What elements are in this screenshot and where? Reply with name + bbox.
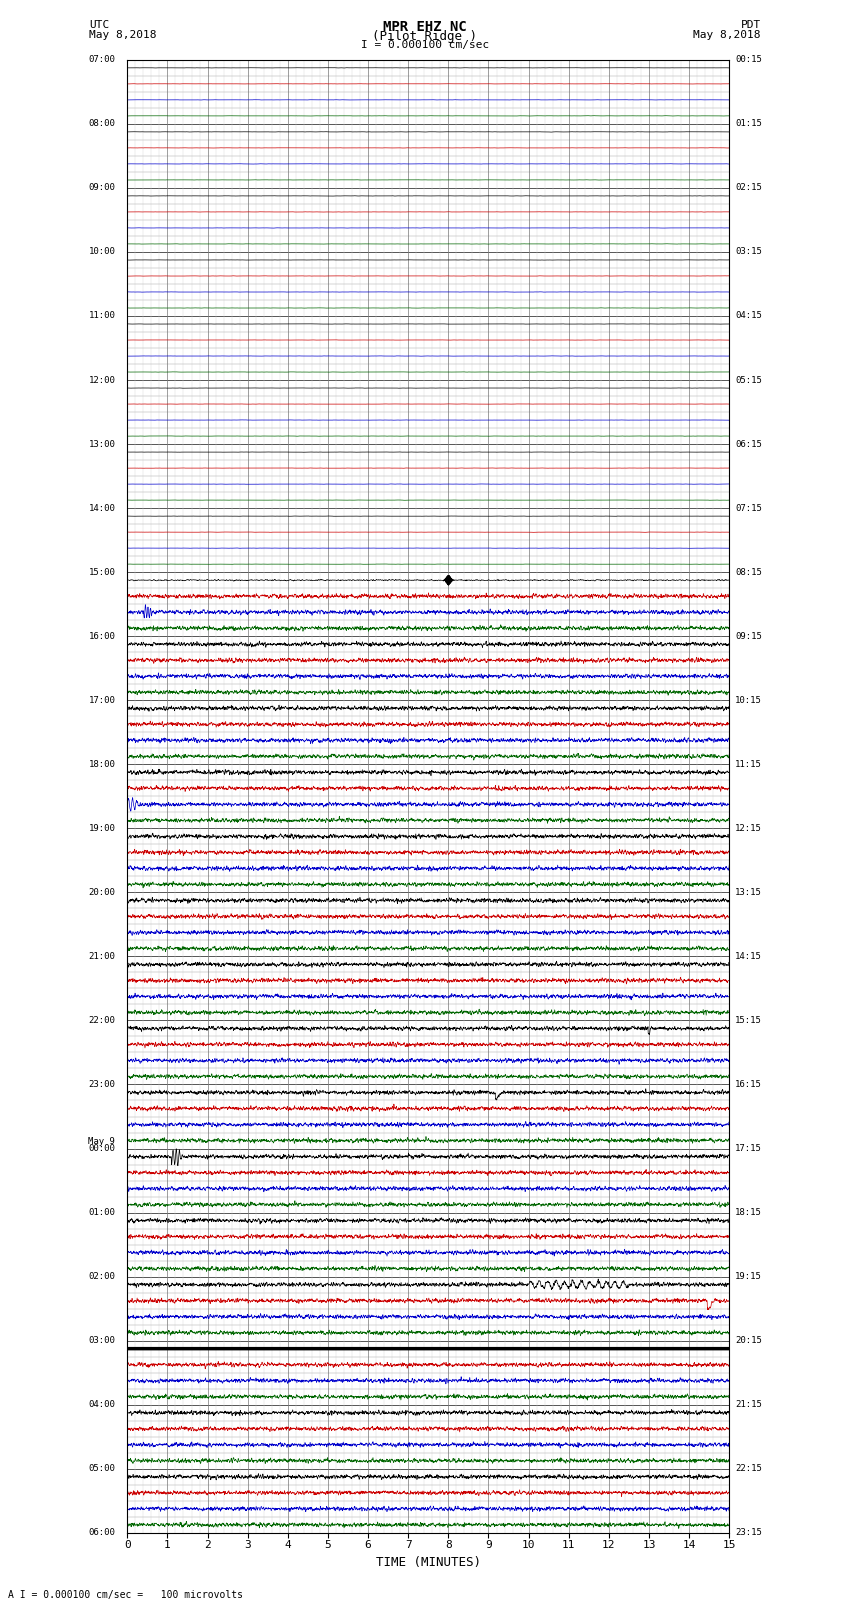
Text: 17:00: 17:00 <box>88 695 116 705</box>
Text: 16:00: 16:00 <box>88 632 116 640</box>
Text: 04:00: 04:00 <box>88 1400 116 1410</box>
Text: 07:00: 07:00 <box>88 55 116 65</box>
Text: 11:00: 11:00 <box>88 311 116 321</box>
Text: I = 0.000100 cm/sec: I = 0.000100 cm/sec <box>361 39 489 50</box>
Text: 00:00: 00:00 <box>88 1144 116 1153</box>
Text: May 9: May 9 <box>88 1137 116 1147</box>
Text: A I = 0.000100 cm/sec =   100 microvolts: A I = 0.000100 cm/sec = 100 microvolts <box>8 1590 243 1600</box>
Text: 08:15: 08:15 <box>735 568 762 577</box>
Text: 19:15: 19:15 <box>735 1273 762 1281</box>
Text: 00:15: 00:15 <box>735 55 762 65</box>
Text: 15:15: 15:15 <box>735 1016 762 1024</box>
Text: UTC: UTC <box>89 19 110 31</box>
Text: (Pilot Ridge ): (Pilot Ridge ) <box>372 31 478 44</box>
Text: 16:15: 16:15 <box>735 1081 762 1089</box>
Text: 23:15: 23:15 <box>735 1528 762 1537</box>
Text: MPR EHZ NC: MPR EHZ NC <box>383 19 467 34</box>
Text: 05:15: 05:15 <box>735 376 762 384</box>
Text: 23:00: 23:00 <box>88 1081 116 1089</box>
Text: 15:00: 15:00 <box>88 568 116 577</box>
Text: 11:15: 11:15 <box>735 760 762 769</box>
Text: 01:15: 01:15 <box>735 119 762 129</box>
Text: 22:15: 22:15 <box>735 1465 762 1473</box>
Text: 18:00: 18:00 <box>88 760 116 769</box>
Text: 12:15: 12:15 <box>735 824 762 832</box>
Text: 08:00: 08:00 <box>88 119 116 129</box>
Text: 07:15: 07:15 <box>735 503 762 513</box>
Text: 10:00: 10:00 <box>88 247 116 256</box>
Text: May 8,2018: May 8,2018 <box>694 31 761 40</box>
Text: 19:00: 19:00 <box>88 824 116 832</box>
Text: 14:00: 14:00 <box>88 503 116 513</box>
X-axis label: TIME (MINUTES): TIME (MINUTES) <box>376 1557 481 1569</box>
Text: 03:00: 03:00 <box>88 1336 116 1345</box>
Text: 12:00: 12:00 <box>88 376 116 384</box>
Text: 20:15: 20:15 <box>735 1336 762 1345</box>
Text: 10:15: 10:15 <box>735 695 762 705</box>
Text: 02:00: 02:00 <box>88 1273 116 1281</box>
Text: 04:15: 04:15 <box>735 311 762 321</box>
Text: 17:15: 17:15 <box>735 1144 762 1153</box>
Text: 13:00: 13:00 <box>88 440 116 448</box>
Text: May 8,2018: May 8,2018 <box>89 31 156 40</box>
Text: 03:15: 03:15 <box>735 247 762 256</box>
Text: 02:15: 02:15 <box>735 184 762 192</box>
Text: 14:15: 14:15 <box>735 952 762 961</box>
Text: 20:00: 20:00 <box>88 887 116 897</box>
Text: 13:15: 13:15 <box>735 887 762 897</box>
Text: 09:15: 09:15 <box>735 632 762 640</box>
Text: 09:00: 09:00 <box>88 184 116 192</box>
Text: 05:00: 05:00 <box>88 1465 116 1473</box>
Text: 06:15: 06:15 <box>735 440 762 448</box>
Text: 18:15: 18:15 <box>735 1208 762 1218</box>
Text: 21:00: 21:00 <box>88 952 116 961</box>
Text: 21:15: 21:15 <box>735 1400 762 1410</box>
Text: 01:00: 01:00 <box>88 1208 116 1218</box>
Text: PDT: PDT <box>740 19 761 31</box>
Text: 06:00: 06:00 <box>88 1528 116 1537</box>
Text: 22:00: 22:00 <box>88 1016 116 1024</box>
